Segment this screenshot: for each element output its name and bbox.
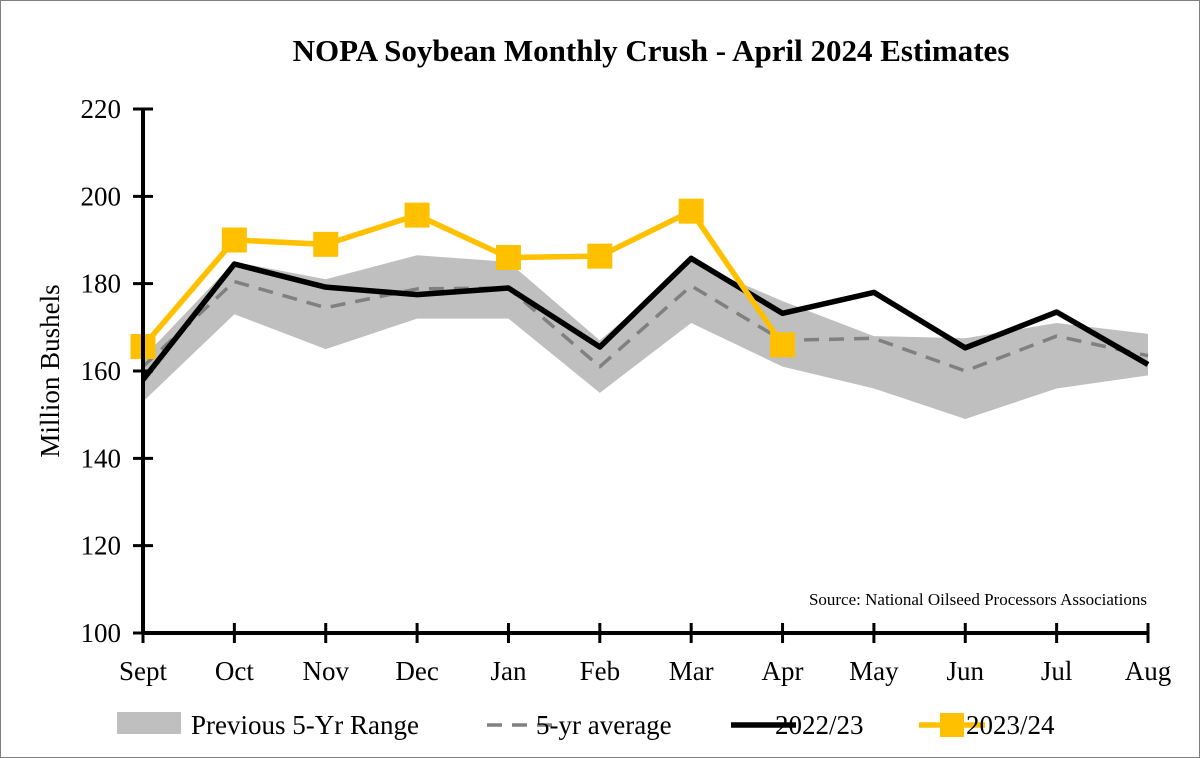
legend-label-2023-24: 2023/24 (966, 710, 1055, 740)
y-tick-label: 140 (81, 443, 122, 473)
x-tick-label: Dec (395, 656, 438, 686)
x-tick-label: Jul (1041, 656, 1073, 686)
x-tick-label: Mar (669, 656, 714, 686)
marker-2023-24 (313, 231, 339, 257)
y-tick-label: 160 (81, 356, 122, 386)
x-tick-label: Jan (490, 656, 526, 686)
y-tick-label: 100 (81, 618, 122, 648)
range-band (143, 255, 1148, 420)
y-tick-label: 200 (81, 181, 122, 211)
x-tick-label: Sept (119, 656, 168, 686)
x-tick-label: May (849, 656, 899, 686)
series-line-2023-24 (140, 208, 785, 349)
x-tick-label: Aug (1125, 656, 1172, 686)
marker-2023-24 (404, 202, 430, 228)
legend-label-5yr-average: 5-yr average (536, 710, 672, 740)
x-tick-label: Oct (215, 656, 254, 686)
marker-2023-24 (678, 198, 704, 224)
marker-2023-24 (770, 332, 796, 358)
legend-label-range: Previous 5-Yr Range (191, 710, 419, 740)
chart-title: NOPA Soybean Monthly Crush - April 2024 … (293, 33, 1010, 68)
series-line-2022-23 (140, 255, 1150, 382)
marker-2023-24 (587, 243, 613, 269)
x-tick-label: Apr (762, 656, 804, 686)
marker-2023-24 (495, 244, 521, 270)
y-tick-label: 180 (81, 269, 122, 299)
source-note: Source: National Oilseed Processors Asso… (809, 590, 1147, 609)
x-tick-label: Feb (580, 656, 621, 686)
y-axis-title: Million Bushels (35, 284, 65, 457)
x-tick-label: Nov (302, 656, 349, 686)
legend-swatch-range (117, 712, 181, 734)
legend-label-2022-23: 2022/23 (775, 710, 864, 740)
series-line-5yr-average (141, 279, 1149, 373)
marker-2023-24 (221, 227, 247, 253)
legend-marker-2023-24 (940, 713, 964, 737)
legend: Previous 5-Yr Range 5-yr average 2022/23 20… (117, 710, 1055, 740)
y-tick-label: 220 (81, 94, 122, 124)
y-tick-label: 120 (81, 531, 122, 561)
x-tick-label: Jun (947, 656, 985, 686)
